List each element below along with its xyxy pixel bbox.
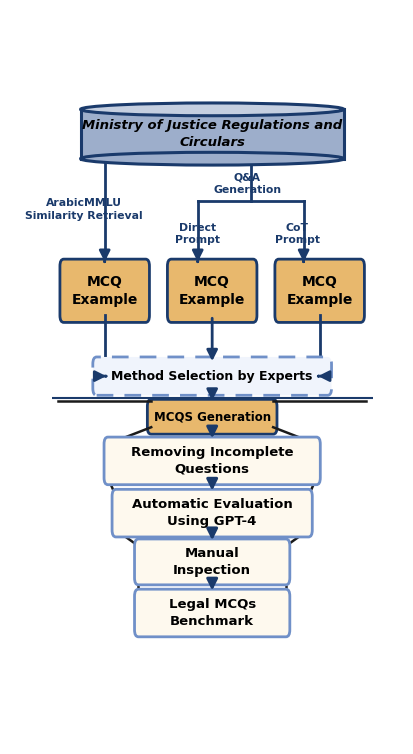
Text: ArabicMMLU
Similarity Retrieval: ArabicMMLU Similarity Retrieval <box>25 198 142 221</box>
Text: Q&A
Generation: Q&A Generation <box>213 172 281 195</box>
Text: MCQS Generation: MCQS Generation <box>153 410 270 423</box>
FancyBboxPatch shape <box>93 357 331 395</box>
FancyBboxPatch shape <box>134 539 289 585</box>
FancyBboxPatch shape <box>167 259 256 323</box>
Ellipse shape <box>81 152 343 165</box>
Text: CoT
Prompt: CoT Prompt <box>274 222 319 245</box>
Text: Legal MCQs
Benchmark: Legal MCQs Benchmark <box>168 598 255 628</box>
Text: Manual
Inspection: Manual Inspection <box>173 547 251 577</box>
Text: Removing Incomplete
Questions: Removing Incomplete Questions <box>131 446 293 476</box>
Text: MCQ
Example: MCQ Example <box>178 275 245 307</box>
FancyBboxPatch shape <box>104 437 320 485</box>
FancyBboxPatch shape <box>112 489 311 537</box>
Text: MCQ
Example: MCQ Example <box>286 275 352 307</box>
Text: Method Selection by Experts: Method Selection by Experts <box>111 369 312 382</box>
Text: Direct
Prompt: Direct Prompt <box>175 222 220 245</box>
Text: MCQ
Example: MCQ Example <box>71 275 138 307</box>
FancyBboxPatch shape <box>147 400 276 434</box>
FancyBboxPatch shape <box>134 589 289 637</box>
Ellipse shape <box>81 103 343 115</box>
FancyBboxPatch shape <box>274 259 363 323</box>
Text: Automatic Evaluation
Using GPT-4: Automatic Evaluation Using GPT-4 <box>131 498 292 528</box>
FancyBboxPatch shape <box>81 109 343 158</box>
Text: Ministry of Justice Regulations and
Circulars: Ministry of Justice Regulations and Circ… <box>82 119 342 149</box>
FancyBboxPatch shape <box>60 259 149 323</box>
